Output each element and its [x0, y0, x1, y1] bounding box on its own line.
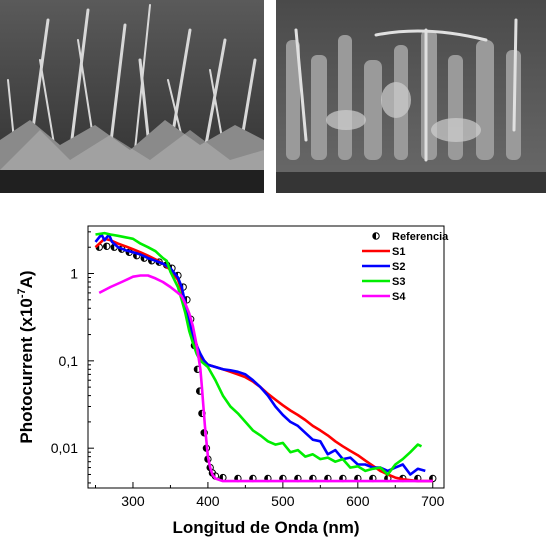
image-divider — [264, 0, 276, 193]
sem-micrograph-nanowires-icon — [0, 0, 264, 193]
x-tick-label: 600 — [346, 493, 370, 509]
x-tick-label: 300 — [121, 493, 145, 509]
axis-ticks: 300 400 500 600 700 0,01 0,1 1 — [51, 231, 445, 509]
x-tick-label: 400 — [196, 493, 220, 509]
y-axis-title: Photocurrent (x10-7A) — [16, 270, 36, 443]
x-tick-label: 500 — [271, 493, 295, 509]
referencia-point — [103, 242, 111, 250]
sem-image-right — [276, 0, 546, 193]
x-axis-title: Longitud de Onda (nm) — [173, 518, 360, 537]
plot-frame — [87, 225, 445, 489]
legend: Referencia S1 S2 S3 S4 — [362, 231, 449, 303]
y-axis-title-unit: A) — [17, 270, 36, 288]
series-layer — [94, 231, 437, 483]
y-axis-title-exponent: -7 — [16, 288, 28, 298]
sem-image-left — [0, 0, 264, 193]
sem-micrograph-nanostructures-icon — [276, 0, 546, 193]
x-tick-label: 700 — [421, 493, 445, 509]
series-line-s2 — [94, 233, 426, 476]
series-line-s3 — [95, 231, 423, 476]
photocurrent-chart: 300 400 500 600 700 0,01 0,1 1 Referencia S1 S2 S3… — [16, 225, 449, 537]
y-tick-label: 0,01 — [51, 440, 78, 456]
y-axis-title-text: Photocurrent (x10 — [17, 298, 36, 443]
legend-label-s2: S2 — [392, 261, 405, 273]
y-tick-label: 1 — [70, 266, 78, 282]
legend-label-s4: S4 — [392, 291, 406, 303]
legend-label-referencia: Referencia — [392, 231, 449, 243]
legend-marker-referencia — [372, 232, 380, 240]
legend-label-s3: S3 — [392, 276, 405, 288]
legend-label-s1: S1 — [392, 246, 405, 258]
series-line-s4 — [98, 274, 433, 483]
y-tick-label: 0,1 — [59, 353, 79, 369]
